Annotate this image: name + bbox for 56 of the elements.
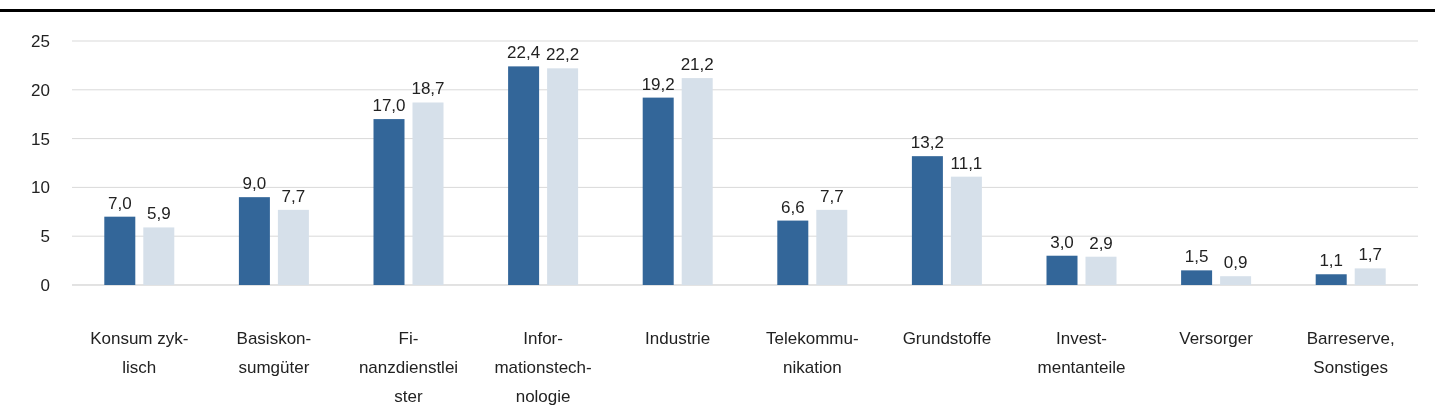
x-tick-label: Industrie [645,329,711,348]
data-label: 22,4 [507,43,541,63]
data-label: 7,7 [281,186,306,206]
x-tick-label: Grundstoffe [902,329,992,348]
data-label: 18,7 [411,79,445,99]
bar [412,102,444,285]
bar [911,156,943,285]
x-tick-label: Fi- nanzdienstlei ster [358,329,459,406]
data-label: 7,7 [819,186,844,206]
bar [950,176,982,285]
bar [508,66,540,285]
data-label: 6,6 [780,197,805,217]
bar [104,216,136,285]
bar [1315,274,1347,285]
bar [1220,276,1252,285]
bar [1046,255,1078,285]
data-label: 21,2 [680,55,714,75]
x-tick-label: Barreserve, Sonstiges [1306,329,1395,377]
data-label: 5,9 [146,204,171,224]
data-label: 7,0 [107,193,132,213]
x-tick-label: Konsum zyk- lisch [90,329,189,377]
x-tick-label: Invest- mentanteile [1037,329,1126,377]
y-tick-label: 15 [31,129,50,149]
x-tick-label: Infor- mationstech- nologie [494,329,592,406]
data-label: 2,9 [1089,233,1113,253]
bar [238,197,270,285]
data-label: 1,7 [1358,245,1383,265]
data-label: 11,1 [950,153,983,173]
y-tick-label: 0 [40,275,50,295]
y-tick-label: 25 [31,31,50,51]
y-tick-label: 20 [31,80,50,100]
bar [816,209,848,285]
bar [1354,268,1386,285]
x-tick-label: Versorger [1179,329,1254,348]
bar [777,220,809,285]
bar [1181,270,1213,285]
bar [373,119,405,285]
data-label: 22,2 [546,45,580,65]
y-tick-label: 10 [31,178,50,198]
data-label: 0,9 [1223,253,1248,273]
bar [1085,256,1117,285]
bar [547,68,579,285]
data-label: 13,2 [910,133,944,153]
data-label: 1,5 [1184,247,1209,267]
data-label: 3,0 [1050,232,1074,252]
data-label: 19,2 [641,74,675,94]
x-tick-label: Telekommu- nikation [766,329,859,377]
bar [642,97,674,285]
bar [143,227,175,285]
data-label: 17,0 [372,96,406,116]
data-label: 9,0 [242,174,267,194]
y-tick-label: 5 [40,227,50,247]
data-label: 1,1 [1319,251,1344,271]
x-tick-label: Basiskon- sumgüter [236,329,312,377]
bar [681,78,713,285]
bar [277,209,309,285]
